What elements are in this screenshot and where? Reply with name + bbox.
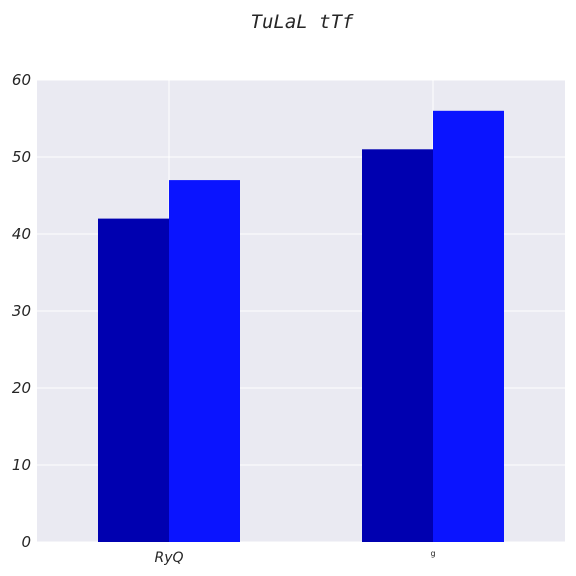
bar-series-2-g [433, 110, 504, 543]
bar-series-1-g [362, 149, 433, 543]
y-axis-ticks: 0 10 20 30 40 50 60 [12, 71, 31, 551]
y-tick-label: 20 [12, 379, 31, 397]
y-tick-label: 30 [12, 302, 31, 320]
y-tick-label: 50 [12, 148, 31, 166]
x-axis-ticks: RyQ g [154, 549, 435, 566]
bars [98, 110, 504, 543]
chart-title: TuLaL tTf [251, 11, 355, 33]
y-tick-label: 0 [21, 533, 31, 551]
y-tick-label: 10 [12, 456, 31, 474]
x-tick-label: RyQ [154, 550, 183, 566]
y-tick-label: 60 [12, 71, 31, 89]
bar-series-1-RyQ [98, 218, 169, 542]
x-tick-label: g [430, 549, 435, 558]
y-tick-label: 40 [12, 225, 31, 243]
bar-series-2-RyQ [169, 180, 240, 542]
